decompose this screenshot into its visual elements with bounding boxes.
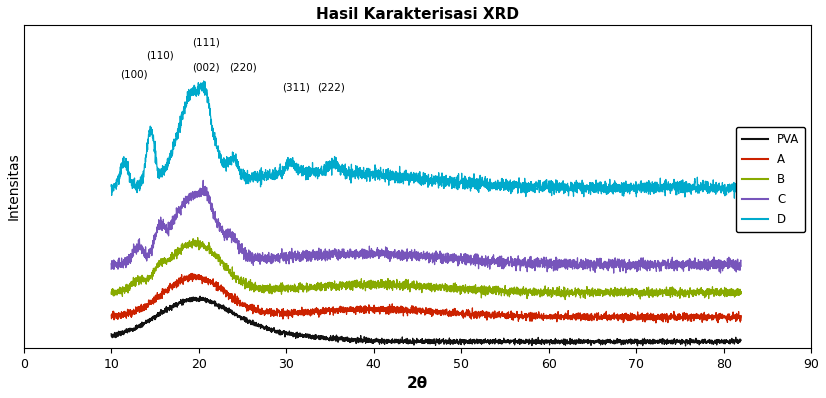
PVA bbox=[736, 338, 746, 342]
D bbox=[376, 170, 386, 175]
B bbox=[192, 235, 202, 240]
D bbox=[564, 186, 574, 191]
Text: (111): (111) bbox=[192, 37, 220, 47]
D bbox=[107, 184, 116, 189]
B bbox=[564, 289, 574, 294]
X-axis label: 2θ: 2θ bbox=[407, 376, 428, 391]
Text: (100): (100) bbox=[120, 70, 148, 80]
B bbox=[717, 289, 727, 294]
Text: (110): (110) bbox=[146, 50, 174, 60]
C bbox=[609, 271, 619, 275]
C bbox=[376, 251, 386, 256]
B bbox=[107, 290, 116, 295]
A bbox=[564, 314, 574, 318]
C bbox=[686, 262, 695, 267]
D bbox=[406, 178, 415, 183]
C bbox=[717, 261, 727, 266]
Line: B: B bbox=[112, 238, 741, 300]
Line: D: D bbox=[112, 81, 741, 198]
A bbox=[736, 313, 746, 318]
A bbox=[651, 320, 661, 325]
A bbox=[371, 306, 381, 310]
D bbox=[199, 78, 209, 83]
C bbox=[564, 264, 574, 269]
A bbox=[187, 271, 197, 276]
B bbox=[736, 289, 746, 294]
B bbox=[376, 279, 386, 284]
PVA bbox=[681, 343, 691, 348]
Line: PVA: PVA bbox=[112, 296, 741, 346]
PVA bbox=[564, 339, 574, 344]
Line: C: C bbox=[112, 180, 741, 273]
Text: (002): (002) bbox=[192, 63, 220, 73]
PVA bbox=[195, 294, 205, 298]
Y-axis label: Intensitas: Intensitas bbox=[7, 152, 21, 220]
B bbox=[406, 283, 415, 288]
A bbox=[406, 307, 415, 312]
PVA bbox=[107, 331, 116, 336]
A bbox=[686, 313, 695, 318]
D bbox=[717, 188, 727, 193]
Text: (311): (311) bbox=[282, 82, 310, 92]
Line: A: A bbox=[112, 273, 741, 323]
Text: (222): (222) bbox=[317, 82, 344, 92]
B bbox=[371, 280, 381, 285]
A bbox=[717, 312, 727, 316]
PVA bbox=[376, 339, 386, 344]
PVA bbox=[717, 339, 727, 344]
Text: (220): (220) bbox=[230, 63, 257, 73]
D bbox=[736, 186, 746, 191]
C bbox=[198, 178, 208, 183]
D bbox=[729, 196, 739, 201]
D bbox=[371, 172, 381, 177]
C bbox=[736, 264, 746, 269]
C bbox=[371, 252, 381, 256]
C bbox=[406, 254, 415, 258]
Legend: PVA, A, B, C, D: PVA, A, B, C, D bbox=[736, 127, 805, 232]
PVA bbox=[371, 338, 381, 343]
PVA bbox=[406, 339, 415, 343]
B bbox=[686, 290, 695, 295]
A bbox=[376, 304, 386, 309]
A bbox=[107, 313, 116, 318]
C bbox=[107, 267, 116, 271]
D bbox=[686, 183, 695, 188]
Title: Hasil Karakterisasi XRD: Hasil Karakterisasi XRD bbox=[316, 7, 519, 22]
PVA bbox=[686, 336, 695, 341]
B bbox=[560, 297, 570, 302]
